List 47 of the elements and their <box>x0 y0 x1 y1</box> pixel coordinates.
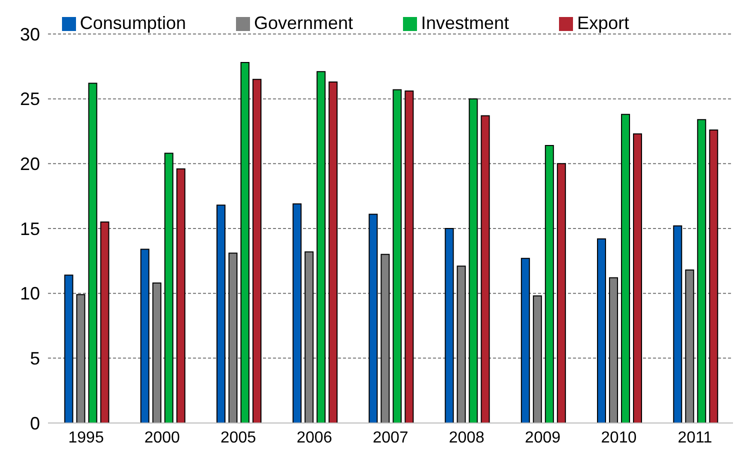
bar <box>292 203 302 423</box>
bar <box>316 71 326 423</box>
y-tick-label: 5 <box>30 348 40 369</box>
y-tick-label: 25 <box>20 89 40 110</box>
bar <box>100 222 110 423</box>
bar <box>621 114 630 423</box>
bar <box>164 152 174 423</box>
x-tick-label: 2011 <box>678 429 712 446</box>
bar <box>216 204 226 423</box>
x-tick-label: 2006 <box>296 429 332 446</box>
bar <box>328 81 338 423</box>
bar <box>392 89 402 423</box>
bar <box>176 168 186 423</box>
bar <box>673 225 682 423</box>
legend-label: Consumption <box>80 13 186 33</box>
x-tick-label: 2008 <box>448 429 485 446</box>
bar <box>544 145 554 423</box>
bar <box>556 163 566 423</box>
legend-label: Export <box>577 13 630 33</box>
bar <box>597 238 606 423</box>
x-tick-label: 2005 <box>220 429 256 446</box>
bar <box>520 258 530 423</box>
bar <box>140 248 150 423</box>
y-tick-label: 10 <box>20 284 40 304</box>
y-tick-label: 20 <box>20 154 40 174</box>
y-tick-label: 0 <box>30 413 40 434</box>
x-tick-label: 2010 <box>601 429 637 446</box>
bar <box>468 98 478 423</box>
bar <box>697 119 706 423</box>
x-tick-label: 1995 <box>68 429 104 446</box>
legend-label: Investment <box>421 13 510 33</box>
bar <box>444 228 454 423</box>
x-tick-label: 2009 <box>524 429 561 446</box>
bar <box>480 115 490 423</box>
bar <box>88 82 98 423</box>
bar <box>252 78 262 423</box>
bar <box>709 129 718 423</box>
y-tick-label: 15 <box>20 218 40 239</box>
x-tick-label: 2007 <box>372 429 408 446</box>
legend-label: Government <box>254 13 354 33</box>
bar <box>633 133 642 423</box>
bar <box>368 214 378 423</box>
x-tick-label: 2000 <box>144 429 180 446</box>
y-tick-label: 30 <box>20 24 40 44</box>
bar <box>240 62 250 423</box>
bar <box>64 274 74 423</box>
bar <box>404 90 414 423</box>
